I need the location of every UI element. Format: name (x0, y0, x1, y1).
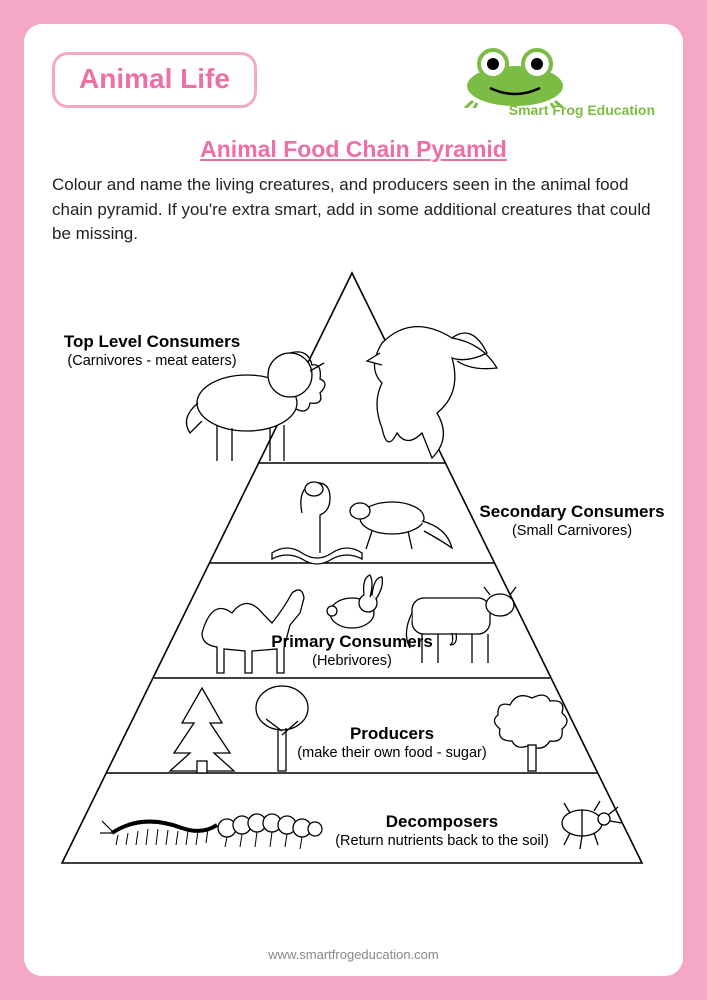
lvl3-title: Primary Consumers (222, 631, 482, 652)
lvl5-title: Decomposers (292, 811, 592, 832)
lvl4-title: Producers (252, 723, 532, 744)
main-title: Animal Food Chain Pyramid (52, 136, 655, 163)
lvl2-sub: (Small Carnivores) (462, 522, 682, 540)
header-row: Animal Life Smart Frog Education (52, 46, 655, 118)
lvl2-title: Secondary Consumers (462, 501, 682, 522)
pine-tree-icon (170, 688, 234, 773)
lizard-icon (350, 502, 452, 549)
worksheet-card: Animal Life Smart Frog Education Animal … (24, 24, 683, 976)
lvl3-sub: (Hebrivores) (222, 652, 482, 670)
pyramid-diagram: Top Level Consumers (Carnivores - meat e… (52, 253, 655, 893)
millipede-icon (100, 821, 217, 845)
label-top-consumers: Top Level Consumers (Carnivores - meat e… (42, 331, 262, 370)
lvl1-sub: (Carnivores - meat eaters) (42, 352, 262, 370)
lvl4-sub: (make their own food - sugar) (252, 744, 532, 762)
rabbit-icon (327, 575, 382, 628)
footer-url: www.smartfrogeducation.com (24, 947, 683, 962)
label-secondary-consumers: Secondary Consumers (Small Carnivores) (462, 501, 682, 540)
lvl5-sub: (Return nutrients back to the soil) (292, 832, 592, 850)
label-producers: Producers (make their own food - sugar) (252, 723, 532, 762)
eagle-icon (367, 327, 497, 458)
badge-title: Animal Life (79, 63, 230, 94)
label-decomposers: Decomposers (Return nutrients back to th… (292, 811, 592, 850)
brand-logo: Smart Frog Education (455, 46, 655, 118)
logo-text: Smart Frog Education (455, 102, 655, 118)
snake-icon (272, 482, 362, 564)
lvl1-title: Top Level Consumers (42, 331, 262, 352)
label-primary-consumers: Primary Consumers (Hebrivores) (222, 631, 482, 670)
frog-icon (455, 46, 625, 108)
instructions-text: Colour and name the living creatures, an… (52, 173, 655, 247)
title-badge: Animal Life (52, 52, 257, 108)
